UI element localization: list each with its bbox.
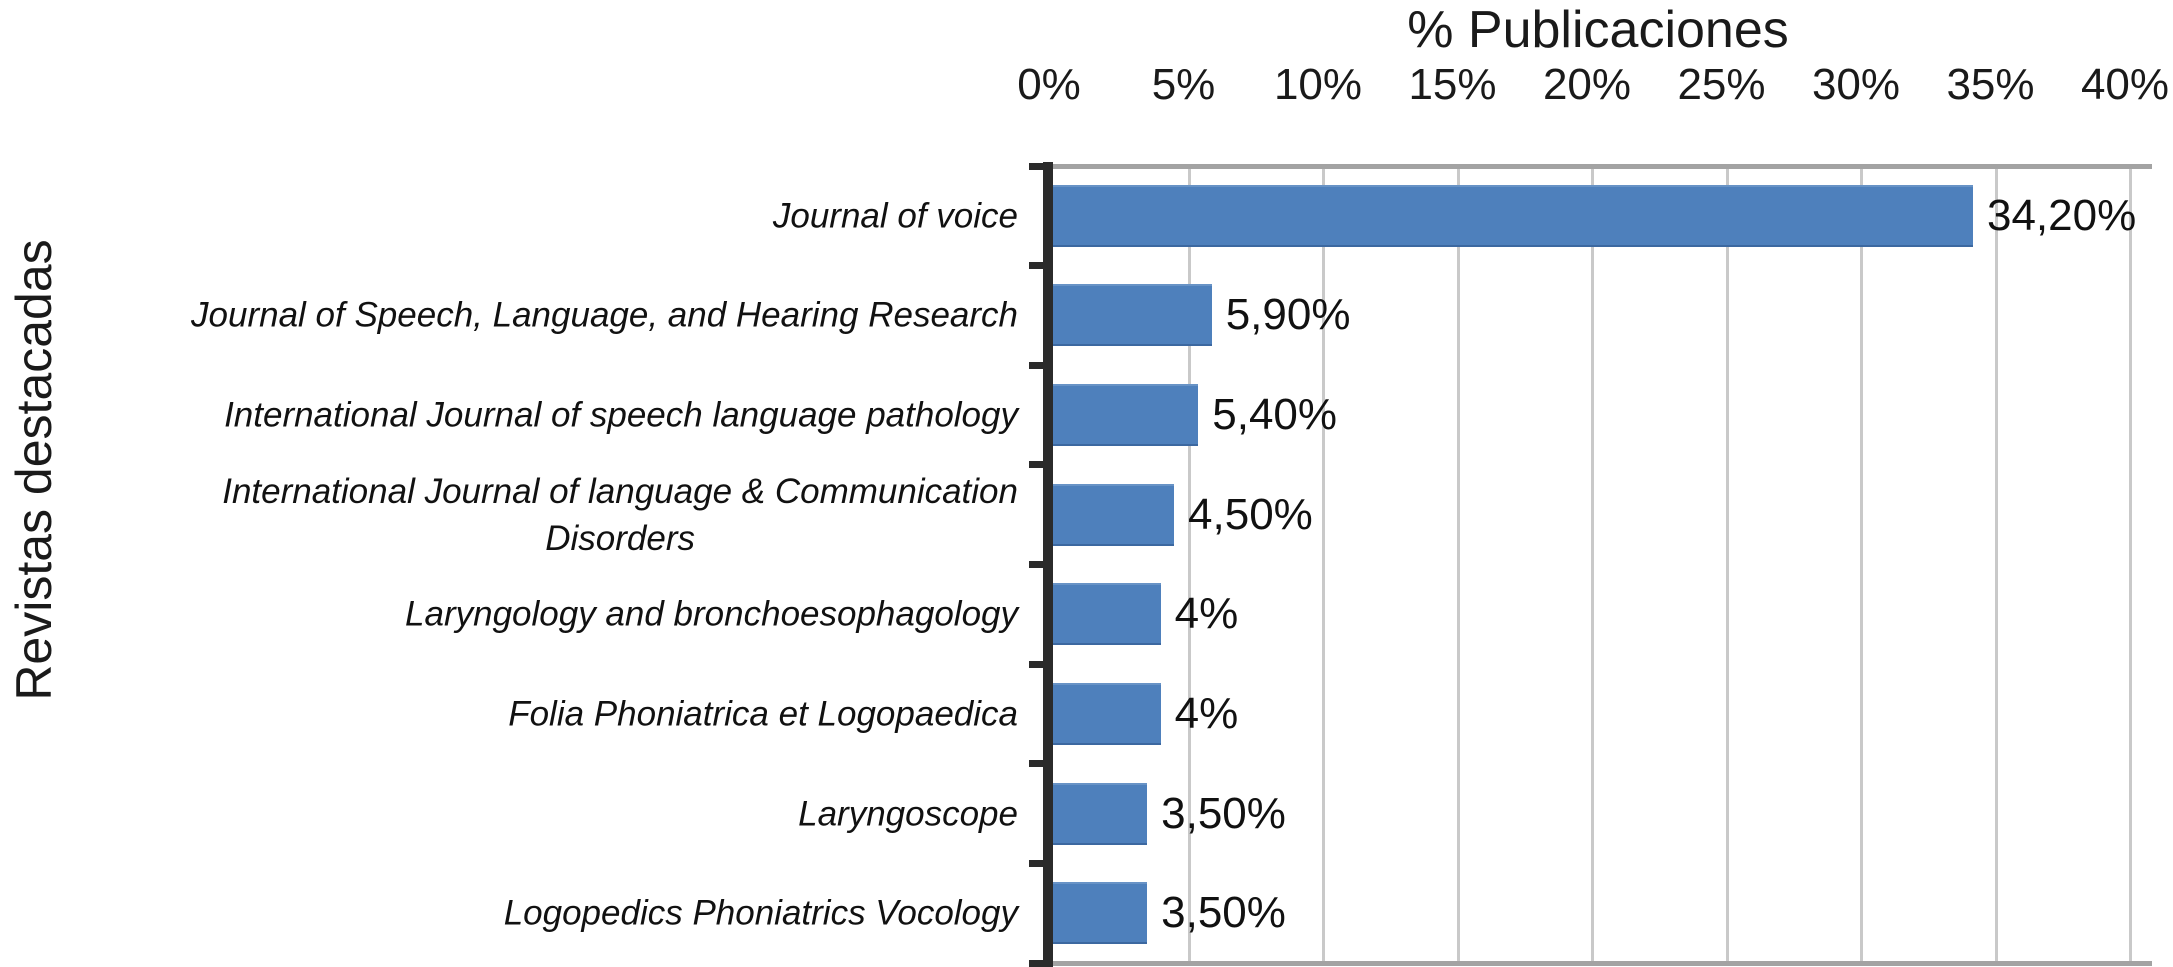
x-tick-label: 20% xyxy=(1542,60,1632,109)
category-label-text: Laryngoscope xyxy=(798,793,1018,833)
gridline xyxy=(2129,166,2132,963)
plot-bottom-border xyxy=(1039,961,2152,966)
category-label-text: Laryngology and bronchoesophagology xyxy=(405,594,1018,634)
category-label: Logopedics Phoniatrics Vocology xyxy=(0,890,1018,937)
x-tick-label: 30% xyxy=(1811,60,1901,109)
category-label-text: Logopedics Phoniatrics Vocology xyxy=(503,893,1018,933)
bar xyxy=(1053,882,1148,945)
bar xyxy=(1053,483,1175,546)
x-tick-label: 10% xyxy=(1273,60,1363,109)
bar xyxy=(1053,682,1161,745)
y-axis-tick xyxy=(1029,162,1044,170)
gridline xyxy=(1187,166,1191,963)
y-axis-tick xyxy=(1029,760,1044,768)
category-label-text: International Journal of language & Comm… xyxy=(222,471,1018,558)
x-tick-label: 25% xyxy=(1677,60,1766,109)
category-label-text: Folia Phoniatrica et Logopaedica xyxy=(508,694,1018,734)
y-axis-tick xyxy=(1029,561,1044,568)
gridline xyxy=(1860,166,1863,963)
chart-title: % Publicaciones xyxy=(1407,1,1789,59)
bar xyxy=(1053,284,1212,347)
x-tick-label: 0% xyxy=(1017,60,1081,109)
gridline xyxy=(1322,166,1325,963)
y-axis-tick xyxy=(1029,859,1044,867)
category-label: International Journal of language & Comm… xyxy=(0,467,1018,562)
y-axis-tick xyxy=(1029,660,1044,668)
x-tick-label: 15% xyxy=(1408,60,1497,109)
bar-value-label: 5,40% xyxy=(1212,390,1338,440)
plot-top-border xyxy=(1039,164,2152,169)
y-axis-tick xyxy=(1029,361,1044,369)
gridline xyxy=(1591,166,1594,963)
gridline xyxy=(1994,166,1998,963)
bar-value-label: 34,20% xyxy=(1986,190,2137,240)
bar xyxy=(1053,184,1973,247)
category-label: International Journal of speech language… xyxy=(0,391,1018,438)
bar-value-label: 5,90% xyxy=(1225,290,1351,340)
category-label: Journal of voice xyxy=(0,192,1018,239)
bar xyxy=(1053,384,1199,447)
bar xyxy=(1053,583,1161,646)
category-label: Laryngology and bronchoesophagology xyxy=(0,591,1018,638)
bar xyxy=(1053,782,1148,845)
category-label-text: Journal of voice xyxy=(772,196,1018,236)
bar-value-label: 4% xyxy=(1174,688,1239,738)
y-axis-tick xyxy=(1029,262,1044,270)
x-tick-label: 40% xyxy=(2080,60,2170,109)
bar-value-label: 4,50% xyxy=(1188,489,1313,539)
category-label: Folia Phoniatrica et Logopaedica xyxy=(0,690,1018,737)
x-tick-label: 5% xyxy=(1151,60,1216,109)
gridline xyxy=(1456,166,1460,963)
x-tick-label: 35% xyxy=(1946,60,2035,109)
gridline xyxy=(1725,166,1729,963)
bar-value-label: 3,50% xyxy=(1161,788,1286,838)
category-label: Journal of Speech, Language, and Hearing… xyxy=(0,292,1018,339)
category-label-text: Journal of Speech, Language, and Hearing… xyxy=(191,295,1018,335)
y-axis-tick xyxy=(1029,461,1044,469)
bar-value-label: 3,50% xyxy=(1161,888,1286,938)
y-axis-tick xyxy=(1029,959,1044,967)
category-label: Laryngoscope xyxy=(0,790,1018,837)
y-axis-line xyxy=(1043,162,1053,967)
category-label-text: International Journal of speech language… xyxy=(224,395,1018,435)
bar-value-label: 4% xyxy=(1174,589,1239,639)
